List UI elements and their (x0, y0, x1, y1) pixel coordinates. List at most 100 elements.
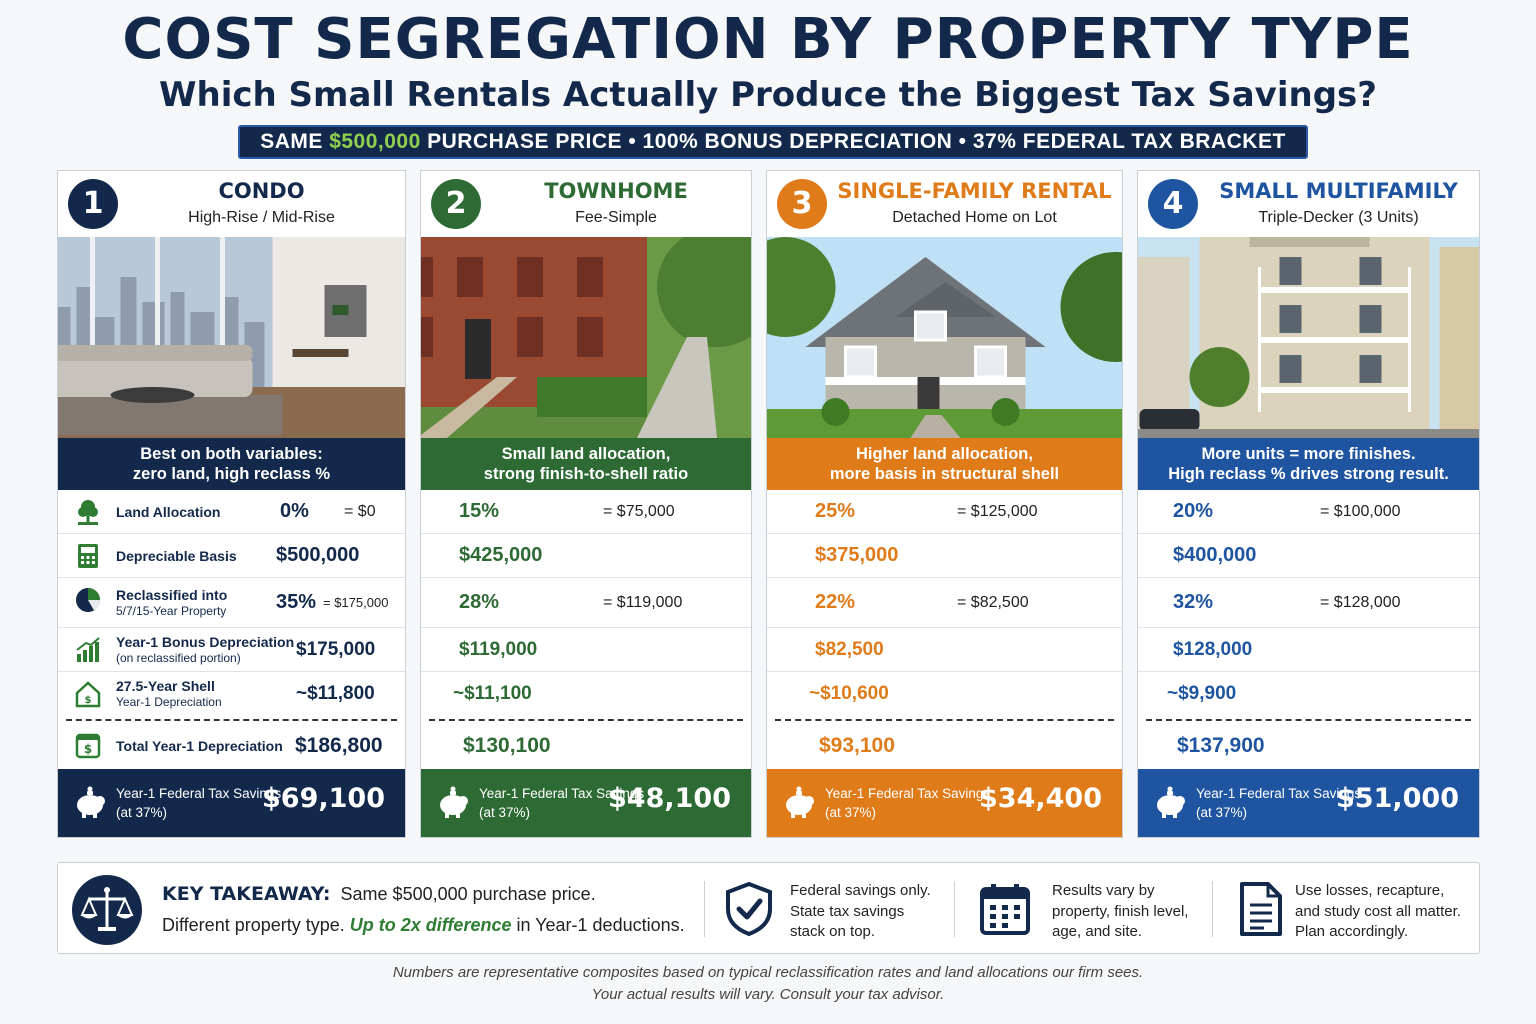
row-label-text: Total Year-1 Depreciation (116, 738, 283, 754)
row-label-reclassified: Reclassified into 5/7/15-Year Property (116, 578, 227, 627)
row-land-allocation: Land Allocation 0% = $0 (58, 490, 405, 534)
bonus-value: $82,500 (815, 638, 884, 660)
basis-value: $375,000 (815, 544, 899, 566)
property-photo (58, 237, 405, 438)
row-depreciable-basis: $400,000 (1138, 534, 1479, 578)
tagline-line-1: More units = more finishes. (1201, 445, 1416, 463)
reclass-amount-value: = $175,000 (323, 595, 389, 610)
note-federal: Federal savings only. State tax savings … (790, 881, 931, 943)
basis-value: $400,000 (1173, 544, 1257, 566)
banner-text-post: PURCHASE PRICE • 100% BONUS DEPRECIATION… (420, 130, 1286, 153)
card-header: 4 SMALL MULTIFAMILY Triple-Decker (3 Units… (1138, 171, 1479, 237)
document-icon (1234, 881, 1288, 937)
svg-text:$: $ (84, 742, 92, 756)
tagline-line-1: Higher land allocation, (856, 445, 1033, 463)
bonus-value: $128,000 (1173, 638, 1253, 660)
row-shell-depreciation: ~$11,100 (421, 672, 751, 716)
basis-value: $425,000 (459, 544, 543, 566)
row-total-depreciation: $93,100 (767, 723, 1122, 769)
row-label-subtext: Year-1 Depreciation (116, 695, 222, 709)
row-total-depreciation: $130,100 (421, 723, 751, 769)
note-line: Use losses, recapture, (1295, 882, 1445, 899)
bonus-value: $175,000 (296, 638, 376, 660)
tagline-line-2: zero land, high reclass % (132, 465, 331, 483)
note-results-vary: Results vary by property, finish level, … (1052, 881, 1188, 943)
bonus-depreciation-icon (74, 636, 102, 664)
divider (954, 881, 955, 937)
savings-label: Year-1 Federal Tax Savings (at 37%) (1196, 784, 1361, 822)
tax-savings-bar: Year-1 Federal Tax Savings (at 37%) $34,40… (767, 769, 1122, 837)
row-land-allocation: 15% = $75,000 (421, 490, 751, 534)
total-value: $93,100 (819, 734, 895, 757)
card-number-badge: 3 (777, 179, 827, 229)
dashed-divider (1146, 719, 1471, 721)
tagline-line-2: High reclass % drives strong result. (1168, 465, 1449, 483)
savings-label-line-1: Year-1 Federal Tax Savings (116, 786, 282, 801)
savings-value: $34,400 (979, 783, 1102, 814)
shell-value: ~$10,600 (809, 683, 889, 704)
row-land-allocation: 25% = $125,000 (767, 490, 1122, 534)
note-line: Plan accordingly. (1295, 923, 1409, 940)
row-reclassified: 22% = $82,500 (767, 578, 1122, 628)
shell-value: ~$11,100 (453, 683, 532, 704)
savings-label: Year-1 Federal Tax Savings (at 37%) (116, 784, 281, 822)
row-total-depreciation: $ Total Year-1 Depreciation $186,800 (58, 723, 405, 769)
row-depreciable-basis: $425,000 (421, 534, 751, 578)
dashed-divider (66, 719, 397, 721)
card-header: 3 SINGLE-FAMILY RENTAL Detached Home on Lo… (767, 171, 1122, 237)
property-card-sfr: 3 SINGLE-FAMILY RENTAL Detached Home on Lo… (766, 170, 1123, 838)
card-title: CONDO (218, 179, 305, 203)
land-pct-value: 20% (1173, 500, 1214, 522)
savings-label: Year-1 Federal Tax Savings (at 37%) (479, 784, 644, 822)
row-label-bonus-depreciation: Year-1 Bonus Depreciation (on reclassifie… (116, 628, 294, 671)
row-shell-depreciation: $27.5-Year Shell Year-1 Depreciation ~$11,… (58, 672, 405, 716)
note-line: State tax savings (790, 902, 905, 920)
row-total-depreciation: $137,900 (1138, 723, 1479, 769)
svg-text:$: $ (85, 695, 92, 706)
savings-label-line-2: (at 37%) (825, 805, 877, 820)
takeaway-line-2: Different property type. Up to 2x differ… (162, 915, 685, 936)
card-title: SINGLE-FAMILY RENTAL (837, 179, 1112, 203)
savings-label-line-1: Year-1 Federal Tax Savings (825, 786, 991, 801)
row-reclassified: 32% = $128,000 (1138, 578, 1479, 628)
takeaway-highlight: Up to 2x difference (349, 915, 512, 935)
depreciable-basis-icon (74, 542, 102, 570)
takeaway-line2-pre: Different property type. (162, 915, 350, 935)
tagline-line-2: strong finish-to-shell ratio (483, 465, 689, 483)
piggy-bank-icon (1152, 785, 1188, 821)
card-header: 1 CONDO High-Rise / Mid-Rise (58, 171, 405, 237)
reclass-pct-value: 35% (276, 591, 317, 613)
row-label-depreciable-basis: Depreciable Basis (116, 534, 237, 577)
tagline-line-2: more basis in structural shell (829, 465, 1060, 483)
row-shell-depreciation: ~$9,900 (1138, 672, 1479, 716)
row-label-text: Year-1 Bonus Depreciation (116, 633, 295, 650)
card-tagline: More units = more finishes. High reclass … (1138, 438, 1479, 490)
land-amount-value: = $75,000 (603, 502, 675, 520)
row-depreciable-basis: $375,000 (767, 534, 1122, 578)
card-subtitle: High-Rise / Mid-Rise (188, 209, 335, 226)
tagline-line-1: Small land allocation, (501, 445, 671, 463)
card-number-badge: 2 (431, 179, 481, 229)
bonus-value: $119,000 (459, 638, 538, 660)
property-card-townhome: 2 TOWNHOME Fee-Simple Small land allocation… (420, 170, 752, 838)
row-label-text: Reclassified into (116, 586, 228, 603)
banner-text-pre: SAME (260, 130, 330, 153)
property-photo (767, 237, 1122, 438)
note-line: and study cost all matter. (1295, 902, 1461, 920)
balance-scale-icon (72, 875, 142, 945)
property-card-condo: 1 CONDO High-Rise / Mid-Rise Best on both v… (57, 170, 406, 838)
savings-label: Year-1 Federal Tax Savings (at 37%) (825, 784, 990, 822)
land-amount-value: = $100,000 (1320, 502, 1401, 520)
row-depreciable-basis: Depreciable Basis $500,000 (58, 534, 405, 578)
takeaway-line2-post: in Year-1 deductions. (511, 915, 685, 935)
property-photo (1138, 237, 1479, 438)
piggy-bank-icon (72, 785, 108, 821)
savings-label-line-2: (at 37%) (116, 805, 168, 820)
reclass-amount-value: = $119,000 (603, 593, 683, 611)
takeaway-line1-text: Same $500,000 purchase price. (340, 884, 596, 904)
savings-label-line-2: (at 37%) (479, 805, 531, 820)
page-title: COST SEGREGATION BY PROPERTY TYPE (122, 7, 1414, 72)
tax-savings-bar: Year-1 Federal Tax Savings (at 37%) $69,10… (58, 769, 405, 837)
row-label-text: 27.5-Year Shell (116, 678, 215, 694)
footnote: Numbers are representative composites ba… (392, 964, 1144, 981)
